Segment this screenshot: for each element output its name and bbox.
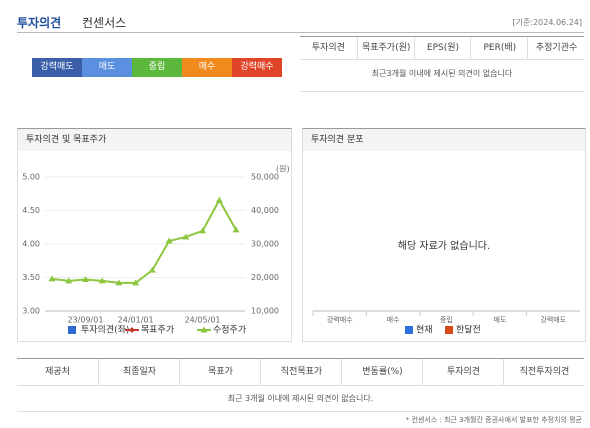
- y-tick-label: 4.00: [22, 240, 40, 249]
- column-header: 추정기관수: [527, 37, 585, 59]
- point-marker: [48, 275, 56, 282]
- x-tick-label: 매수: [387, 316, 400, 324]
- y-tick-label: 4.50: [22, 206, 40, 215]
- column-header: 목표주가(원): [356, 37, 415, 59]
- panel-title: 투자의견 및 목표주가: [18, 129, 291, 151]
- y-tick-label: 3.00: [22, 307, 40, 316]
- legend-label: 수정주가: [213, 325, 246, 336]
- y2-tick-label: 50,000: [251, 173, 279, 182]
- column-header: 목표가: [179, 359, 261, 385]
- point-marker: [148, 266, 156, 273]
- scale-item: 매수: [182, 58, 232, 77]
- footnote: * 컨센서스 : 최근 3개월간 증권사에서 발표한 추정치의 평균: [405, 416, 582, 424]
- column-header: PER(배): [470, 37, 528, 59]
- point-marker: [115, 279, 123, 286]
- y2-tick-label: 40,000: [251, 206, 279, 215]
- legend-swatch: [445, 326, 453, 334]
- x-tick-label: 강력매도: [540, 315, 566, 324]
- y-tick-label: 5.00: [22, 173, 40, 182]
- date: [기준:2024.06.24]: [512, 18, 582, 27]
- point-marker: [81, 276, 89, 283]
- title: 투자의견: [17, 16, 62, 30]
- empty-message: 최근3개월 이내에 제시된 의견이 없습니다: [371, 69, 513, 78]
- series-line: [51, 198, 237, 284]
- scale-item: 강력매도: [32, 58, 82, 77]
- legend-marker: [200, 326, 208, 333]
- column-header: 투자의견: [422, 359, 504, 385]
- x-tick-label: 24/01/01: [118, 316, 154, 325]
- point-marker: [232, 226, 240, 233]
- y2-tick-label: 10,000: [251, 307, 279, 316]
- y2-tick-label: 20,000: [251, 273, 279, 282]
- x-tick-label: 매도: [493, 316, 506, 324]
- scale-item: 매도: [82, 58, 132, 77]
- column-header: 변동률(%): [341, 359, 423, 385]
- point-marker: [65, 277, 73, 284]
- legend-label: 목표주가: [141, 325, 174, 336]
- report-table: 제공처 최종일자 목표가 직전목표가 변동률(%) 투자의견 직전투자의견 최근 3개월 이…: [17, 358, 584, 412]
- scale-item: 강력매수: [232, 58, 282, 77]
- legend-swatch: [405, 326, 413, 334]
- point-marker: [215, 196, 223, 203]
- legend-swatch: [68, 326, 76, 334]
- y2-tick-label: 30,000: [251, 240, 279, 249]
- x-tick-label: 강력매수: [327, 315, 353, 324]
- subtitle: 컨센서스: [82, 16, 127, 30]
- x-tick-label: 중립: [440, 316, 453, 324]
- distribution-panel: 투자의견 분포 해당 자료가 없습니다.: [302, 128, 586, 342]
- divider: [17, 32, 584, 33]
- column-header: 직전투자의견: [503, 359, 585, 385]
- point-marker: [98, 277, 106, 284]
- scale: 강력매도 매도 중립 매수 강력매수: [32, 58, 282, 77]
- column-header: 제공처: [45, 367, 70, 377]
- panel-title: 투자의견 분포: [303, 129, 585, 151]
- column-header: 최종일자: [98, 359, 180, 385]
- consensus-table: 투자의견 목표주가(원) EPS(원) PER(배) 추정기관수 최근3개월 이내에 제…: [300, 36, 584, 92]
- column-header: 투자의견: [311, 43, 345, 53]
- header-row: 투자의견 목표주가(원) EPS(원) PER(배) 추정기관수: [300, 37, 584, 60]
- column-header: EPS(원): [413, 37, 472, 59]
- x-tick-label: 23/09/01: [67, 316, 103, 325]
- point-marker: [132, 279, 140, 286]
- legend-marker: [129, 327, 135, 333]
- point-marker: [199, 227, 207, 234]
- legend-label: 투자의견(좌): [81, 324, 129, 336]
- x-tick-label: 24/05/01: [185, 316, 221, 325]
- y2-axis-label: (원): [276, 165, 290, 174]
- legend-label: 한달전: [456, 324, 481, 336]
- column-header: 직전목표가: [260, 359, 342, 385]
- y-tick-label: 3.50: [22, 273, 40, 282]
- opinion-panel: 투자의견 및 목표주가: [17, 128, 292, 342]
- point-marker: [182, 233, 190, 240]
- scale-item: 중립: [132, 58, 182, 77]
- legend-label: 현재: [416, 325, 433, 336]
- point-marker: [165, 237, 173, 244]
- header-row: 제공처 최종일자 목표가 직전목표가 변동률(%) 투자의견 직전투자의견: [17, 359, 584, 386]
- empty-message: 해당 자료가 없습니다.: [397, 241, 491, 252]
- empty-message: 최근 3개월 이내에 제시된 의견이 없습니다.: [227, 394, 374, 403]
